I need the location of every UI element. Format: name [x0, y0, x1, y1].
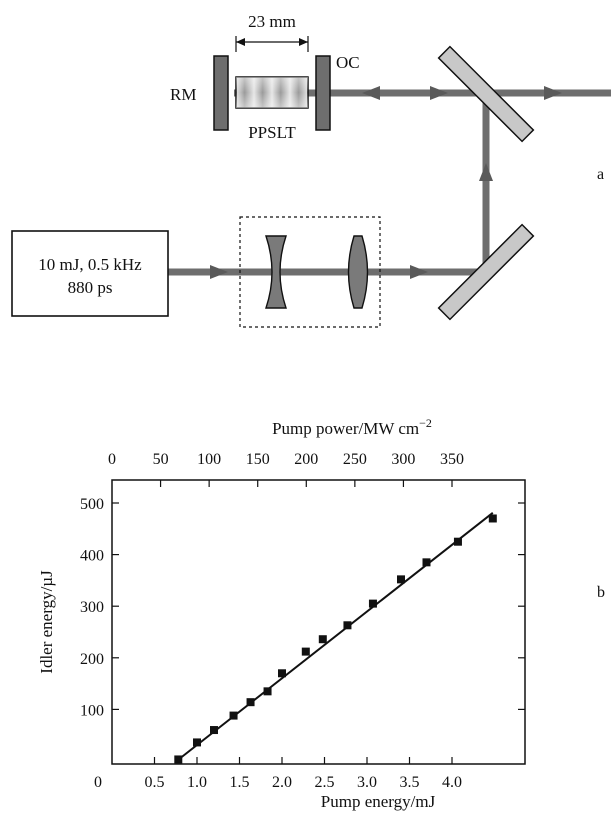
x2-tick-label: 250 — [343, 451, 367, 468]
telescope-box — [239, 216, 381, 328]
dimension-arrow-right — [299, 38, 308, 46]
chart-points — [174, 514, 497, 764]
x2-tick-label: 350 — [440, 451, 464, 468]
pump-label-line1: 10 mJ, 0.5 kHz — [38, 255, 142, 274]
x2-tick-label: 200 — [294, 451, 318, 468]
x-tick-label: 1.5 — [230, 774, 250, 791]
data-point — [397, 575, 405, 584]
x-tick-label: 0.5 — [145, 774, 165, 791]
arrowhead-cavity-left — [362, 86, 380, 100]
y-tick-label: 400 — [80, 548, 104, 565]
x2-tick-label: 100 — [197, 451, 221, 468]
concave-lens — [265, 235, 287, 309]
data-point — [422, 558, 431, 567]
arrowhead-output — [544, 86, 562, 100]
y-tick-label: 500 — [80, 496, 104, 513]
data-point — [343, 621, 352, 630]
x-tick-label: 3.0 — [357, 774, 377, 791]
lower-steering-mirror — [437, 223, 535, 321]
data-point — [193, 738, 201, 747]
data-point — [301, 647, 310, 656]
x-tick-label: 3.5 — [400, 774, 420, 791]
dimension-arrow-left — [236, 38, 245, 46]
rm-label: RM — [170, 85, 196, 104]
convex-lens — [347, 235, 369, 309]
data-point — [488, 514, 497, 523]
x2-tick-label: 0 — [108, 451, 116, 468]
y-tick-label: 300 — [80, 599, 104, 616]
chart-ticks — [112, 480, 525, 764]
top-axis-label-superscript: −2 — [419, 416, 432, 430]
y-axis-label: Idler energy/µJ — [37, 570, 56, 674]
data-point — [318, 635, 327, 644]
x2-tick-label: 300 — [391, 451, 415, 468]
oc-label: OC — [336, 53, 360, 72]
plot-frame — [111, 479, 526, 765]
panel-a-label: a — [597, 166, 604, 183]
arrowhead-pump-1 — [210, 265, 228, 279]
x-tick-label: 2.5 — [315, 774, 335, 791]
x2-tick-label: 150 — [246, 451, 270, 468]
x-tick-label: 4.0 — [442, 774, 462, 791]
chart-tick-labels: 0 0.5 1.0 1.5 2.0 2.5 3.0 3.5 4.0 0 50 100 150 200 250… — [80, 451, 464, 791]
crystal-label: PPSLT — [248, 123, 296, 142]
x-tick-label: 2.0 — [272, 774, 292, 791]
data-point — [246, 698, 255, 707]
output-coupler — [315, 55, 331, 131]
y-tick-label: 200 — [80, 651, 104, 668]
setup-diagram: 23 mm PPSLT RM OC 10 mJ, 0.5 kHz 880 ps … — [11, 12, 611, 328]
data-point — [174, 755, 183, 764]
y-tick-label: 100 — [80, 702, 104, 719]
data-point — [229, 711, 238, 720]
data-point — [368, 599, 377, 608]
arrowhead-vertical — [479, 163, 493, 181]
pump-laser-box — [11, 230, 169, 317]
data-point — [453, 537, 462, 546]
chart: 0 0.5 1.0 1.5 2.0 2.5 3.0 3.5 4.0 0 50 100 150 200 250… — [37, 416, 605, 811]
top-axis-label-text: Pump power/MW cm — [272, 419, 419, 438]
arrowhead-cavity-right — [430, 86, 448, 100]
fit-line — [175, 512, 494, 762]
data-point — [278, 669, 286, 678]
rear-mirror — [213, 55, 229, 131]
crystal-length-label: 23 mm — [248, 12, 296, 31]
x-axis-label: Pump energy/mJ — [321, 792, 436, 811]
upper-steering-mirror — [437, 45, 535, 143]
top-axis-label: Pump power/MW cm−2 — [272, 416, 432, 438]
data-point — [263, 687, 272, 696]
x-tick-label: 1.0 — [187, 774, 207, 791]
pump-label-line2: 880 ps — [68, 278, 113, 297]
x-tick-label: 0 — [94, 774, 102, 791]
ppslt-crystal-shade — [236, 77, 308, 108]
panel-b-label: b — [597, 584, 605, 601]
x2-tick-label: 50 — [153, 451, 169, 468]
arrowhead-pump-2 — [410, 265, 428, 279]
data-point — [210, 726, 218, 735]
